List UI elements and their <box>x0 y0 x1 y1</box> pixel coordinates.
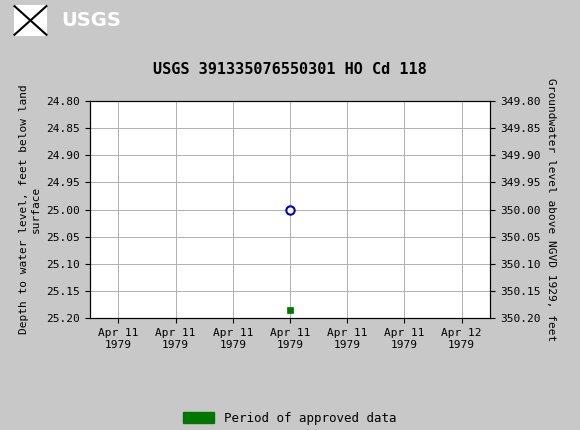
Legend: Period of approved data: Period of approved data <box>178 407 402 430</box>
Text: USGS 391335076550301 HO Cd 118: USGS 391335076550301 HO Cd 118 <box>153 62 427 77</box>
Text: USGS: USGS <box>61 11 121 30</box>
Y-axis label: Groundwater level above NGVD 1929, feet: Groundwater level above NGVD 1929, feet <box>546 78 556 341</box>
Bar <box>14 6 46 35</box>
Y-axis label: Depth to water level, feet below land
surface: Depth to water level, feet below land su… <box>19 85 41 335</box>
